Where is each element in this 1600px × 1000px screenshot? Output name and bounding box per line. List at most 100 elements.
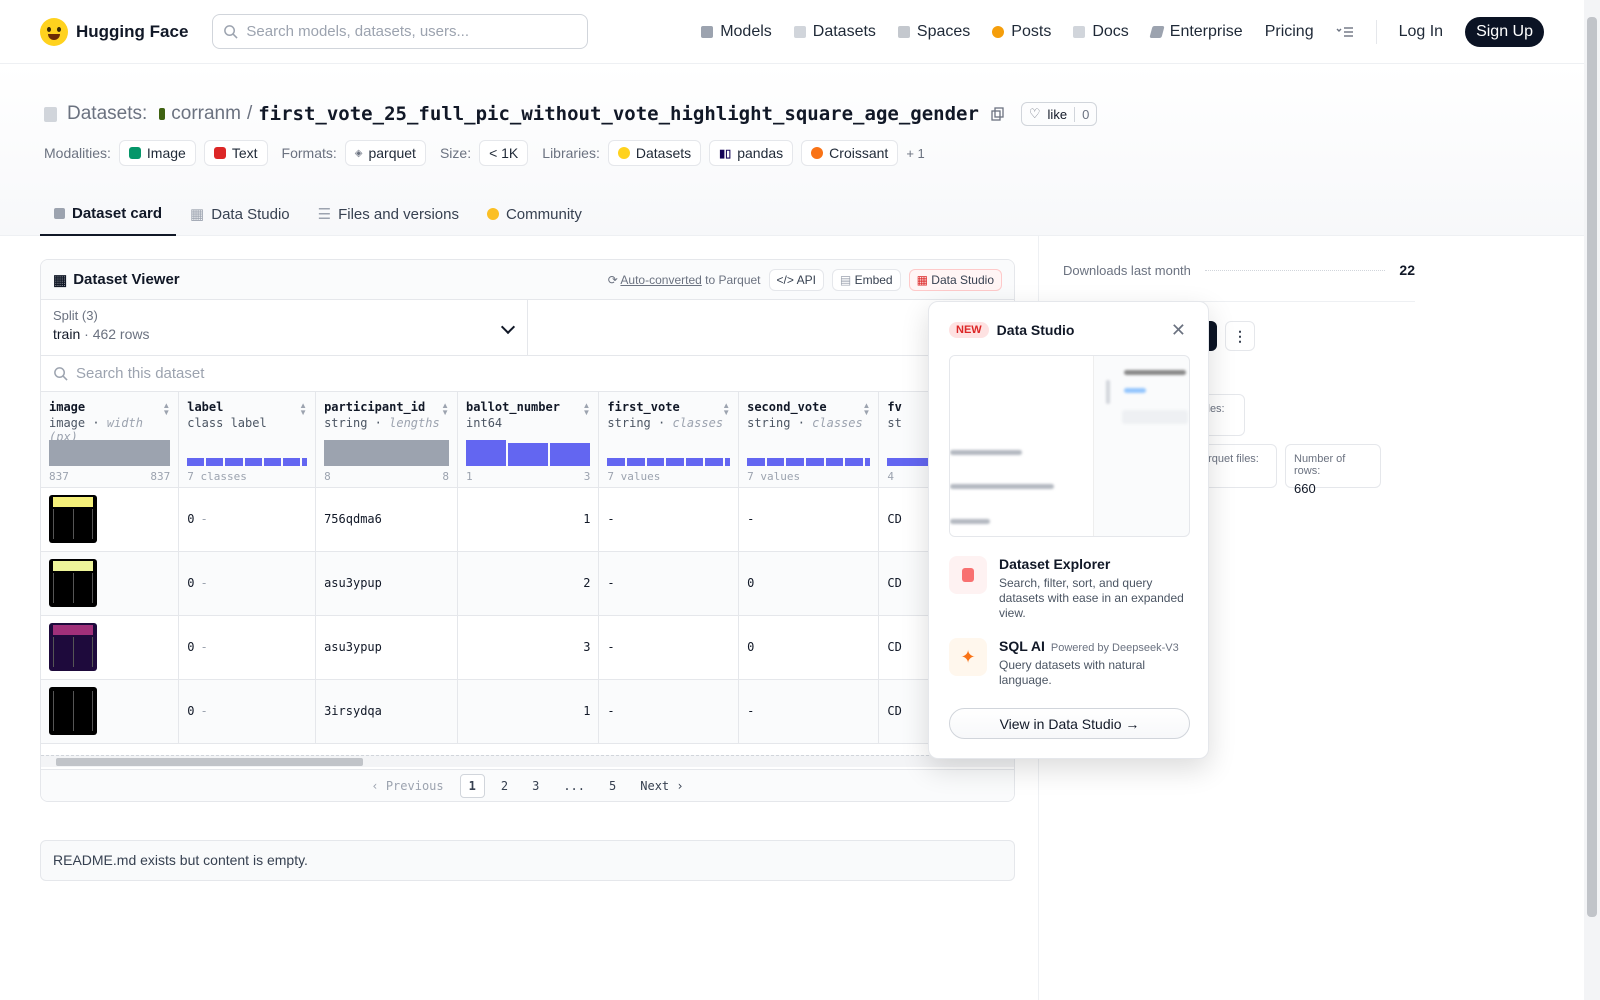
scrollbar-thumb[interactable] xyxy=(1587,17,1597,917)
page-5-button[interactable]: 5 xyxy=(609,778,617,793)
brand-logo[interactable]: Hugging Face xyxy=(40,17,188,46)
table-icon: ▦ xyxy=(190,206,205,223)
nav-enterprise[interactable]: Enterprise xyxy=(1149,23,1243,41)
nav-posts[interactable]: Posts xyxy=(992,23,1051,41)
nav-pricing[interactable]: Pricing xyxy=(1264,22,1314,40)
sort-icon[interactable]: ▲ ▼ xyxy=(441,401,450,417)
auto-converted-note[interactable]: ⟳ Auto-converted to Parquet xyxy=(607,272,761,287)
image-cell[interactable] xyxy=(41,487,180,552)
embed-icon: ▤ xyxy=(839,272,855,287)
participant-id-cell: 756qdma6 xyxy=(315,487,459,552)
ballot-number-cell: 2 xyxy=(457,551,600,616)
login-link[interactable]: Log In xyxy=(1398,22,1444,40)
embed-button[interactable]: ▤ Embed xyxy=(831,268,901,291)
nav-docs[interactable]: Docs xyxy=(1073,23,1129,41)
preview-panel xyxy=(950,356,1094,536)
community-icon xyxy=(486,208,499,220)
scrollbar-thumb[interactable] xyxy=(56,758,363,766)
page-1-button[interactable]: 1 xyxy=(459,773,485,798)
code-icon: </> xyxy=(776,272,797,287)
library-croissant-chip[interactable]: Croissant xyxy=(801,140,899,166)
column-header-image[interactable]: image image · width (px) ▲ ▼ 837 837 xyxy=(41,392,180,488)
split-selector[interactable]: Split (3) train · 462 rows xyxy=(41,300,528,355)
table-row[interactable]: 0- asu3ypup 3 - 0 CD xyxy=(41,615,1014,680)
downloads-label: Downloads last month xyxy=(1063,262,1191,278)
view-in-data-studio-button[interactable]: View in Data Studio → xyxy=(949,708,1190,739)
explorer-title: Dataset Explorer xyxy=(999,556,1111,572)
close-icon[interactable]: ✕ xyxy=(1170,320,1186,340)
sort-icon[interactable]: ▲ ▼ xyxy=(582,401,591,417)
dataset-search-input[interactable]: Search this dataset xyxy=(41,356,1014,392)
sort-icon[interactable]: ▲ ▼ xyxy=(862,401,871,417)
menu-icon xyxy=(1336,26,1353,37)
size-chip[interactable]: < 1K xyxy=(479,140,529,166)
dataset-viewer: ▦ Dataset Viewer ⟳ Auto-converted to Par… xyxy=(40,259,1015,802)
search-icon xyxy=(54,367,68,381)
more-options-button[interactable]: ⋮ xyxy=(1225,321,1255,351)
book-icon xyxy=(1073,25,1086,38)
tab-community[interactable]: Community xyxy=(473,192,596,236)
like-button[interactable]: ♡ like 0 xyxy=(1020,102,1098,126)
vertical-scrollbar[interactable] xyxy=(1584,0,1600,1000)
ballot-number-cell: 1 xyxy=(457,487,600,552)
column-header-label[interactable]: label class label ▲ ▼ 7 classes xyxy=(178,392,317,488)
section-label[interactable]: Datasets: xyxy=(67,103,148,124)
tab-dataset-card[interactable]: Dataset card xyxy=(40,192,177,236)
image-thumbnail[interactable] xyxy=(49,559,97,607)
dataset-title-row: Datasets: corranm / first_vote_25_full_p… xyxy=(44,102,1098,126)
table-row[interactable]: 0- asu3ypup 2 - 0 CD xyxy=(41,551,1014,616)
parquet-icon: ◈ xyxy=(354,147,363,159)
nav-more-menu[interactable] xyxy=(1336,25,1354,39)
image-thumbnail[interactable] xyxy=(49,687,97,735)
column-header-second-vote[interactable]: second_vote string · classes ▲ ▼ 7 values xyxy=(738,392,880,488)
column-header-first-vote[interactable]: first_vote string · classes ▲ ▼ 7 values xyxy=(598,392,740,488)
library-pandas-chip[interactable]: ▮▯ pandas xyxy=(709,140,794,166)
image-cell[interactable] xyxy=(41,551,180,616)
label-cell: 0- xyxy=(178,551,317,616)
copy-icon[interactable] xyxy=(991,107,1005,121)
image-cell[interactable] xyxy=(41,679,180,744)
sort-icon[interactable]: ▲ ▼ xyxy=(162,401,171,417)
ballot-number-cell: 3 xyxy=(457,615,600,680)
modality-image-chip[interactable]: Image xyxy=(118,140,196,166)
label-cell: 0- xyxy=(178,487,317,552)
image-thumbnail[interactable] xyxy=(49,623,97,671)
participant-id-cell: 3irsydqa xyxy=(315,679,459,744)
global-search-input[interactable]: Search models, datasets, users... xyxy=(212,14,589,49)
page-2-button[interactable]: 2 xyxy=(500,778,509,793)
page-3-button[interactable]: 3 xyxy=(532,778,540,793)
data-studio-button[interactable]: ▦ Data Studio xyxy=(908,268,1002,291)
next-page-button[interactable]: Next › xyxy=(640,778,684,793)
column-histogram xyxy=(187,440,308,466)
api-button[interactable]: </> API xyxy=(768,268,824,291)
column-histogram xyxy=(466,440,591,466)
like-count: 0 xyxy=(1074,106,1096,122)
modality-text-chip[interactable]: Text xyxy=(203,140,268,166)
image-cell[interactable] xyxy=(41,615,180,680)
sort-icon[interactable]: ▲ ▼ xyxy=(722,401,731,417)
vertical-dots-icon: ⋮ xyxy=(1233,327,1247,344)
owner-link[interactable]: corranm xyxy=(171,103,241,124)
split-label: Split (3) xyxy=(53,308,98,323)
sort-icon[interactable]: ▲ ▼ xyxy=(299,401,308,417)
database-icon xyxy=(44,106,57,122)
table-row[interactable]: 0- 3irsydqa 1 - - CD xyxy=(41,679,1014,744)
horizontal-scrollbar[interactable] xyxy=(41,755,1014,767)
more-libraries[interactable]: + 1 xyxy=(906,145,925,161)
nav-datasets[interactable]: Datasets xyxy=(793,23,876,41)
format-parquet-chip[interactable]: ◈ parquet xyxy=(344,140,426,166)
previous-page-button[interactable]: ‹ Previous xyxy=(371,778,444,793)
nav-spaces[interactable]: Spaces xyxy=(897,23,970,41)
table-row[interactable]: 0- 756qdma6 1 - - CD xyxy=(41,487,1014,552)
owner-avatar xyxy=(159,108,166,120)
image-thumbnail[interactable] xyxy=(49,495,97,543)
tab-files-and-versions[interactable]: ☰ Files and versions xyxy=(317,205,459,224)
library-datasets-chip[interactable]: Datasets xyxy=(607,140,702,166)
signup-button[interactable]: Sign Up xyxy=(1465,16,1544,47)
second-vote-cell: - xyxy=(738,487,880,552)
tab-data-studio[interactable]: ▦ Data Studio xyxy=(190,205,290,224)
dataset-name[interactable]: first_vote_25_full_pic_without_vote_high… xyxy=(258,103,979,125)
nav-models[interactable]: Models xyxy=(701,23,772,41)
